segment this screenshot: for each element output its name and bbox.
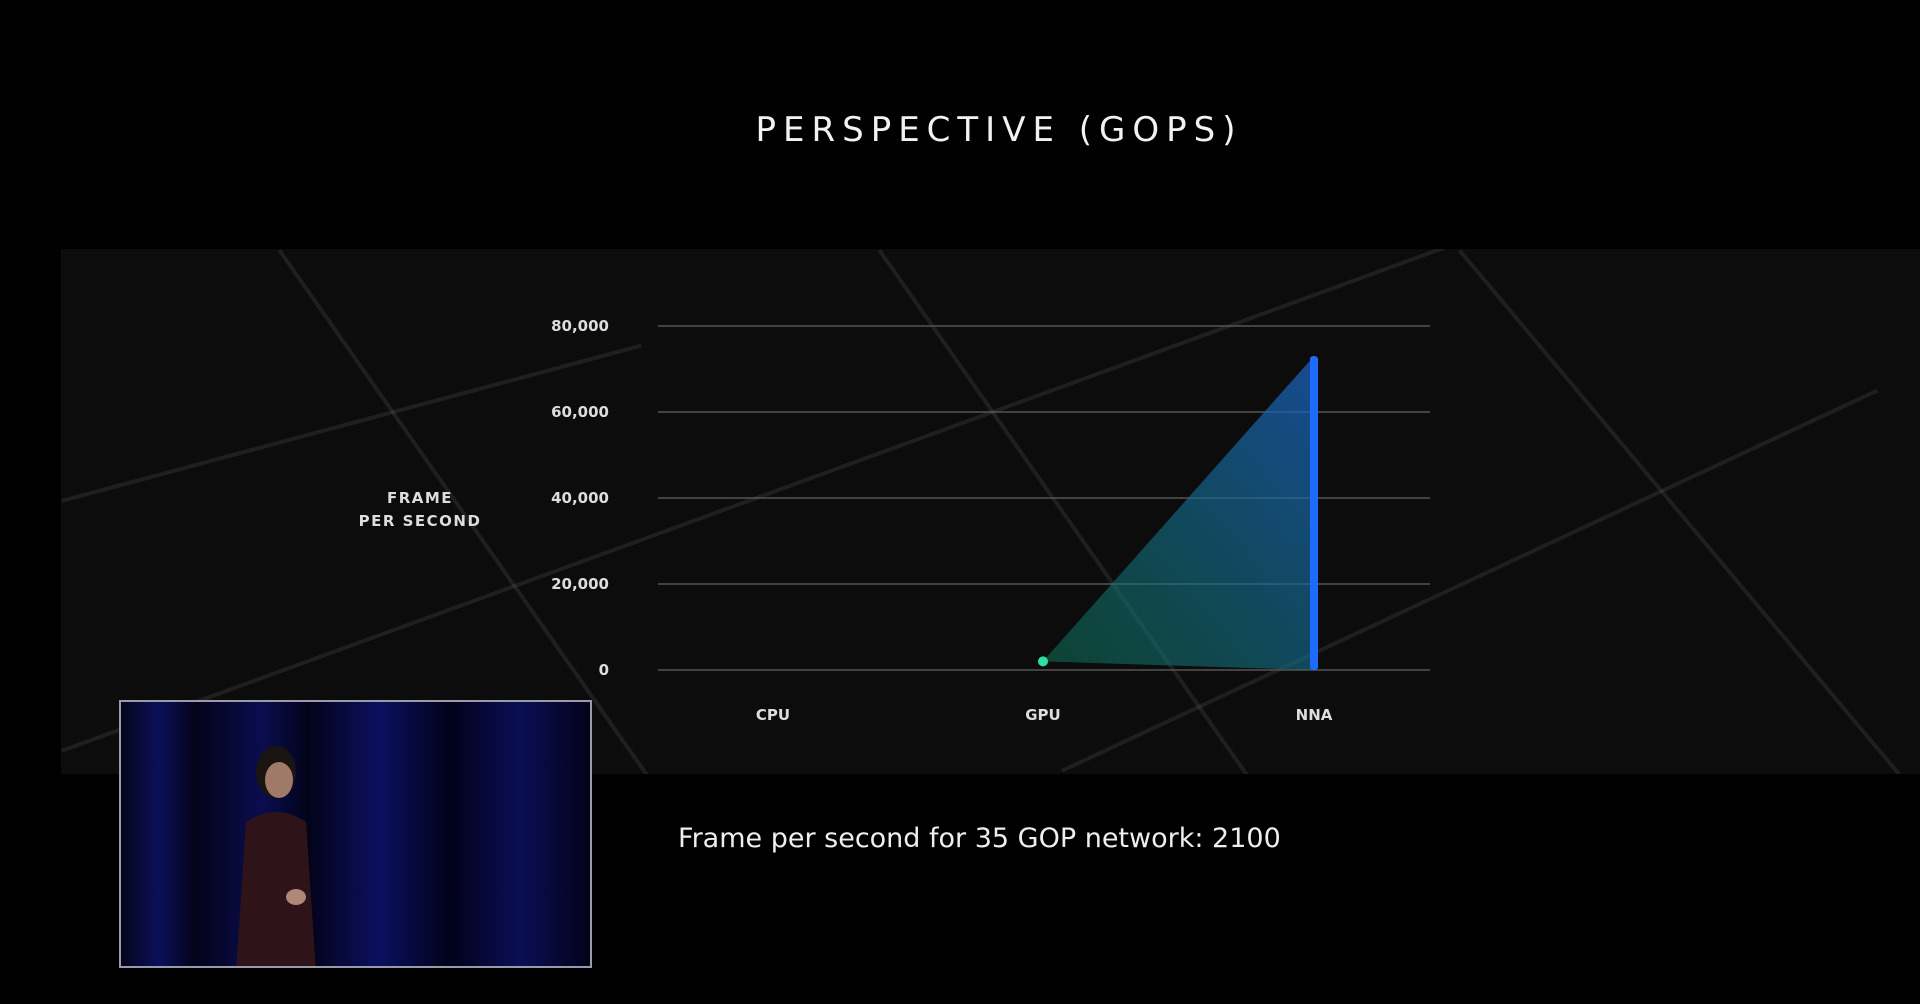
presenter-video-inset [119,700,592,968]
y-tick-label: 0 [599,661,609,679]
y-axis-label-line-2: PER SECOND [358,512,482,530]
y-tick-label: 20,000 [551,575,609,593]
y-axis-label: FRAME PER SECOND [340,487,500,533]
bar-gpu [1038,656,1048,667]
y-tick-label: 40,000 [551,489,609,507]
bar-nna [1310,356,1318,670]
presenter-figure [236,746,316,966]
y-tick-label: 60,000 [551,403,609,421]
growth-triangle-area [1043,356,1314,670]
background-map-texture [61,249,1920,774]
slide-title: PERSPECTIVE (GOPS) [755,110,1243,150]
caption-text: Frame per second for 35 GOP network: 210… [678,823,1281,854]
y-tick-label: 80,000 [551,317,609,335]
x-tick-label: GPU [1025,706,1061,724]
y-axis-label-line-1: FRAME [386,489,454,507]
x-tick-label: CPU [756,706,790,724]
x-tick-label: NNA [1296,706,1333,724]
